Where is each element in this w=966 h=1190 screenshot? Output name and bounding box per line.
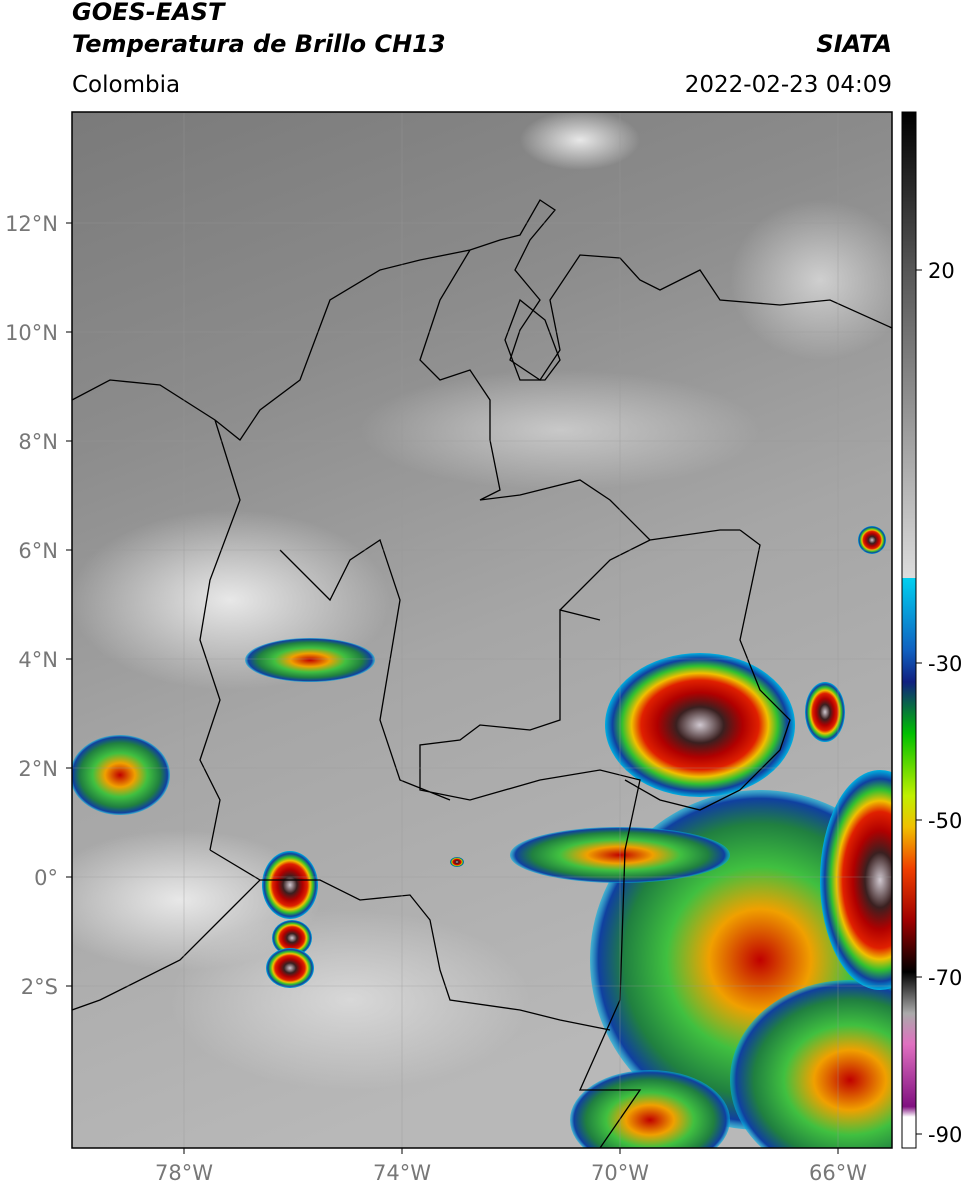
colorbar-label: -90 [928, 1123, 962, 1147]
colorbar-label: -50 [928, 809, 962, 833]
lat-label: 0° [34, 866, 58, 890]
source: SIATA [816, 30, 892, 58]
lon-label: 74°W [373, 1161, 431, 1185]
lat-label: 2°S [21, 975, 58, 999]
lat-label: 8°N [18, 430, 58, 454]
lon-label: 78°W [155, 1161, 213, 1185]
lat-label: 10°N [5, 321, 58, 345]
satellite-image [72, 112, 892, 1148]
lat-label: 12°N [5, 212, 58, 236]
graticule [72, 112, 892, 1148]
colorbar-label: -30 [928, 652, 962, 676]
lon-label: 66°W [809, 1161, 867, 1185]
title-2: Temperatura de Brillo CH13 [72, 30, 446, 58]
datetime: 2022-02-23 04:09 [684, 72, 892, 98]
lat-label: 2°N [18, 757, 58, 781]
lon-label: 70°W [591, 1161, 649, 1185]
colorbar [901, 111, 917, 1149]
colorbar-label: -70 [928, 966, 962, 990]
map-frame [71, 111, 893, 1149]
colorbar-label: 20 [928, 259, 955, 283]
region: Colombia [72, 72, 181, 98]
title-1: GOES-EAST [72, 0, 225, 26]
lat-label: 4°N [18, 648, 58, 672]
lat-label: 6°N [18, 539, 58, 563]
